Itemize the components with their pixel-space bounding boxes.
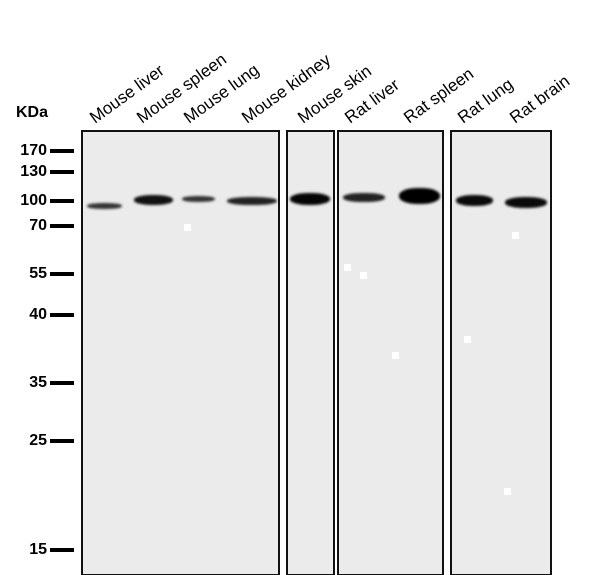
band bbox=[343, 193, 385, 202]
speckle bbox=[392, 352, 399, 359]
marker-55: 55 bbox=[0, 264, 75, 284]
marker-label: 70 bbox=[29, 217, 47, 234]
marker-tick bbox=[50, 381, 74, 385]
speckle bbox=[504, 488, 511, 495]
marker-170: 170 bbox=[0, 141, 75, 161]
marker-130: 130 bbox=[0, 162, 75, 182]
marker-label: 35 bbox=[29, 374, 47, 391]
marker-label: 40 bbox=[29, 306, 47, 323]
marker-70: 70 bbox=[0, 216, 75, 236]
marker-15: 15 bbox=[0, 540, 75, 560]
marker-100: 100 bbox=[0, 191, 75, 211]
marker-tick bbox=[50, 199, 74, 203]
band bbox=[290, 193, 330, 205]
marker-label: 25 bbox=[29, 432, 47, 449]
speckle bbox=[464, 336, 471, 343]
marker-label: 100 bbox=[20, 192, 47, 209]
band bbox=[87, 203, 122, 209]
marker-tick bbox=[50, 224, 74, 228]
speckle bbox=[512, 232, 519, 239]
band bbox=[134, 195, 173, 205]
marker-35: 35 bbox=[0, 373, 75, 393]
marker-tick bbox=[50, 149, 74, 153]
marker-label: 15 bbox=[29, 541, 47, 558]
speckle bbox=[184, 224, 191, 231]
marker-label: 55 bbox=[29, 265, 47, 282]
marker-tick bbox=[50, 272, 74, 276]
unit-label: KDa bbox=[16, 104, 49, 121]
band bbox=[399, 188, 440, 204]
marker-tick bbox=[50, 439, 74, 443]
speckle bbox=[360, 272, 367, 279]
marker-tick bbox=[50, 170, 74, 174]
marker-40: 40 bbox=[0, 305, 75, 325]
band bbox=[456, 195, 493, 206]
marker-tick bbox=[50, 313, 74, 317]
marker-label: 130 bbox=[20, 163, 47, 180]
speckle bbox=[344, 264, 351, 271]
marker-tick bbox=[50, 548, 74, 552]
marker-25: 25 bbox=[0, 431, 75, 451]
band bbox=[505, 197, 547, 208]
lane-label: Rat brain bbox=[506, 71, 574, 128]
band bbox=[182, 196, 215, 202]
band bbox=[227, 197, 277, 205]
marker-label: 170 bbox=[20, 142, 47, 159]
